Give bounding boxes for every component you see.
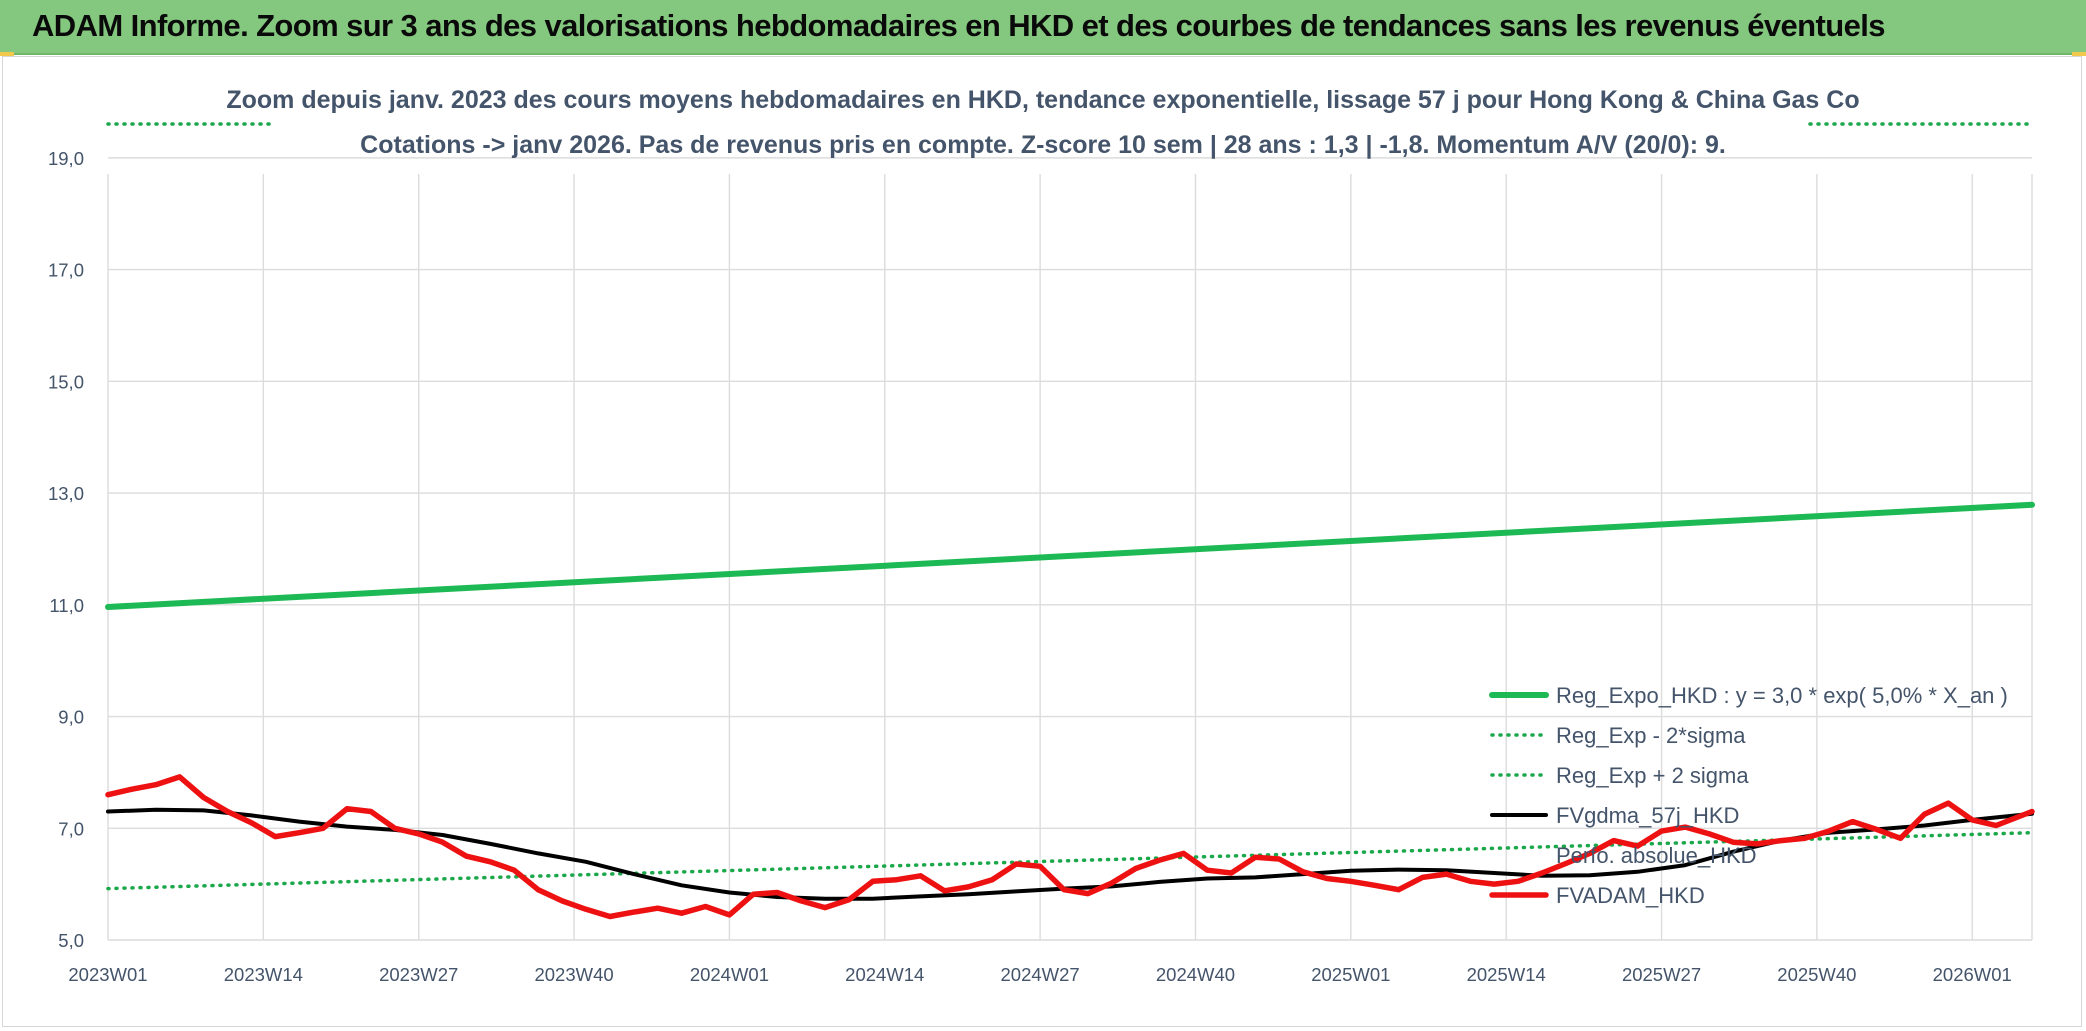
legend-reg-exp-minus-2sigma: Reg_Exp - 2*sigma bbox=[1556, 723, 1746, 748]
x-tick-label: 2025W01 bbox=[1311, 964, 1390, 985]
chart-axis-ticks: 5,0 7,0 9,0 11,0 13,0 15,0 17,0 19,0 2023W01 2023… bbox=[48, 148, 2012, 985]
y-tick-label: 15,0 bbox=[48, 371, 84, 392]
chart-frame bbox=[2, 56, 2082, 1027]
legend-reg-exp-plus-2sigma: Reg_Exp + 2 sigma bbox=[1556, 763, 1749, 788]
chart-title: Zoom depuis janv. 2023 des cours moyens … bbox=[226, 86, 1859, 114]
y-tick-label: 19,0 bbox=[48, 148, 84, 169]
x-tick-label: 2023W27 bbox=[379, 964, 458, 985]
x-tick-label: 2025W14 bbox=[1467, 964, 1546, 985]
legend-perfo: Perfo. absolue_HKD bbox=[1556, 843, 1757, 868]
header-banner: ADAM Informe. Zoom sur 3 ans des valoris… bbox=[0, 0, 2086, 55]
series-reg-exp-minus-2sigma bbox=[106, 830, 2034, 891]
x-tick-label: 2024W14 bbox=[845, 964, 924, 985]
x-tick-label: 2023W14 bbox=[224, 964, 303, 985]
y-tick-label: 9,0 bbox=[58, 707, 84, 728]
x-tick-label: 2024W27 bbox=[1001, 964, 1080, 985]
series-reg-expo bbox=[105, 501, 2035, 610]
legend-reg-expo: Reg_Expo_HKD : y = 3,0 * exp( 5,0% * X_a… bbox=[1556, 683, 2008, 708]
y-tick-label: 17,0 bbox=[48, 260, 84, 281]
series-fvadam bbox=[105, 774, 2035, 920]
corner-marker-right bbox=[2072, 52, 2086, 56]
chart-subtitle: Cotations -> janv 2026. Pas de revenus p… bbox=[360, 131, 1726, 159]
corner-marker-left bbox=[0, 52, 14, 56]
legend-fvadam: FVADAM_HKD bbox=[1556, 883, 1705, 908]
chart-legend: Reg_Expo_HKD : y = 3,0 * exp( 5,0% * X_a… bbox=[1489, 683, 2008, 908]
legend-fvgdma: FVgdma_57j_HKD bbox=[1556, 803, 1739, 828]
x-tick-label: 2026W01 bbox=[1933, 964, 2012, 985]
chart-grid bbox=[107, 157, 2033, 941]
y-tick-label: 13,0 bbox=[48, 483, 84, 504]
page-title: ADAM Informe. Zoom sur 3 ans des valoris… bbox=[32, 8, 1885, 43]
y-tick-label: 5,0 bbox=[58, 930, 84, 951]
y-tick-label: 11,0 bbox=[49, 595, 84, 616]
y-tick-label: 7,0 bbox=[58, 818, 84, 839]
x-tick-label: 2025W40 bbox=[1777, 964, 1856, 985]
chart-series-layer bbox=[105, 122, 2035, 920]
x-tick-label: 2023W01 bbox=[68, 964, 147, 985]
x-tick-label: 2024W01 bbox=[690, 964, 769, 985]
x-tick-label: 2024W40 bbox=[1156, 964, 1235, 985]
x-tick-label: 2025W27 bbox=[1622, 964, 1701, 985]
x-tick-label: 2023W40 bbox=[534, 964, 613, 985]
